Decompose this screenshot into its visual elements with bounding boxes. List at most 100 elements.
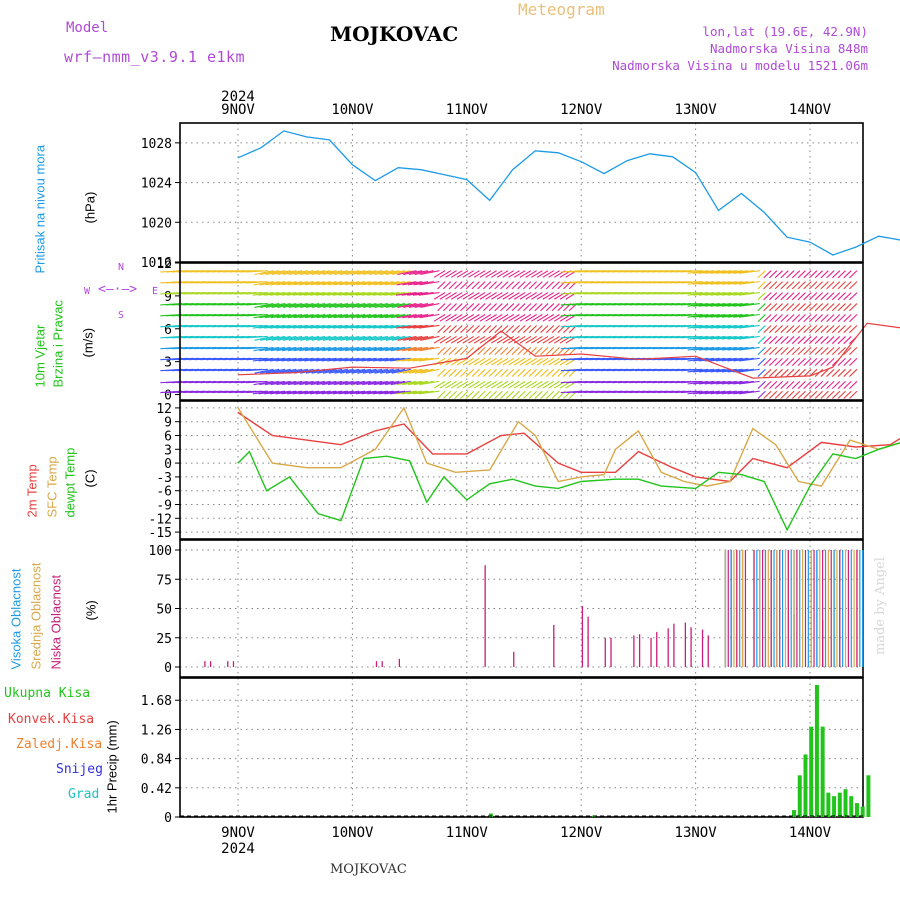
wind-barb xyxy=(277,335,297,341)
wind-barb xyxy=(304,390,326,395)
wind-barb xyxy=(445,314,457,322)
wind-barb xyxy=(299,346,320,352)
wind-barb xyxy=(355,324,377,329)
wind-barb xyxy=(491,314,503,322)
wind-barb xyxy=(322,281,343,286)
wind-barb xyxy=(448,281,457,290)
wind-barb xyxy=(774,270,783,279)
wind-barb xyxy=(445,380,457,389)
wind-barb xyxy=(774,314,783,323)
precip-bar xyxy=(803,754,808,817)
wind-barb xyxy=(385,335,406,341)
wind-barb xyxy=(385,313,406,319)
wind-barb xyxy=(508,270,520,278)
wind-barb xyxy=(791,390,801,399)
wind-barb xyxy=(361,390,383,395)
wind-barb xyxy=(693,390,715,395)
wind-barb xyxy=(797,357,806,366)
wind-barb xyxy=(820,368,829,377)
wind-barb xyxy=(269,292,291,296)
wind-barb xyxy=(361,324,383,329)
wind-barb xyxy=(287,380,308,386)
wind-barb xyxy=(456,357,469,366)
wind-barb xyxy=(710,270,732,274)
wind-barb xyxy=(680,324,703,328)
wind-barb xyxy=(391,270,411,276)
wind-barb xyxy=(414,368,434,374)
wind-barb xyxy=(496,292,509,300)
wind-barb xyxy=(287,357,308,362)
wind-barb xyxy=(367,313,389,319)
wind-barb xyxy=(843,303,852,312)
wind-barb xyxy=(768,368,778,377)
wind-barb xyxy=(254,270,274,276)
wind-barb xyxy=(505,390,515,399)
wind-barb xyxy=(460,368,469,377)
wind-barb xyxy=(721,324,743,329)
wind-barb xyxy=(350,357,371,362)
wind-barb xyxy=(328,335,348,341)
wind-barb xyxy=(768,314,778,323)
wind-barb xyxy=(763,390,772,399)
wind-barb xyxy=(525,380,537,389)
wind-barb xyxy=(534,390,543,399)
wind-barb xyxy=(253,313,274,319)
wind-barb xyxy=(368,303,389,308)
wind-barb xyxy=(385,270,406,276)
wind-barb xyxy=(390,313,411,319)
wind-barb xyxy=(356,313,377,319)
wind-barb xyxy=(413,281,434,286)
wind-barb xyxy=(704,313,726,318)
wind-barb xyxy=(738,292,760,296)
pressure-label: Pritisak na nivou mora xyxy=(32,144,48,274)
wind-barb xyxy=(252,357,274,362)
wind-barb xyxy=(534,281,543,290)
wind-barb xyxy=(534,346,543,356)
wind-barb xyxy=(299,281,320,286)
wind-barb xyxy=(531,335,543,344)
wind-barb xyxy=(269,357,291,362)
y-tick-label: 1.26 xyxy=(141,723,172,738)
wind-barb xyxy=(837,303,846,312)
wind-barb xyxy=(275,357,297,362)
wind-barb xyxy=(350,346,371,352)
wind-barb xyxy=(680,390,703,394)
day-label-bottom: 10NOV xyxy=(331,825,374,841)
wind-barb xyxy=(488,368,497,377)
wind-barb xyxy=(513,357,526,366)
wind-barb xyxy=(479,357,492,366)
wind-barb xyxy=(276,380,297,386)
wind-barb xyxy=(309,324,331,329)
wind-barb xyxy=(542,380,555,389)
wind-barb xyxy=(826,380,835,390)
y-tick-label: -15 xyxy=(149,526,172,541)
wind-barb xyxy=(287,281,308,286)
wind-barb xyxy=(450,335,463,344)
wind-barb xyxy=(721,270,743,274)
wind-barb xyxy=(704,303,726,307)
wind-barb xyxy=(551,325,560,334)
wind-barb xyxy=(837,336,846,345)
wind-barb xyxy=(260,335,280,341)
wind-barb xyxy=(500,390,509,399)
wind-barb xyxy=(258,292,280,296)
wind-barb xyxy=(456,335,469,344)
wind-barb xyxy=(293,346,314,352)
y-tick-label: 1020 xyxy=(141,216,172,231)
wind-barb xyxy=(391,368,411,374)
wind-barb xyxy=(254,368,274,374)
snow-label: Snijeg xyxy=(56,762,103,777)
wind-barb xyxy=(304,380,326,386)
wind-barb xyxy=(809,357,818,366)
wind-barb xyxy=(276,346,297,352)
wind-barb xyxy=(264,390,286,395)
wind-barb xyxy=(413,346,434,352)
wind-barb xyxy=(373,313,394,319)
wind-barb xyxy=(402,313,423,319)
wind-barb xyxy=(797,281,806,290)
wind-barb xyxy=(738,281,760,285)
wind-barb xyxy=(340,270,360,276)
wind-barb xyxy=(321,357,343,362)
y-tick-label: 6 xyxy=(164,323,172,338)
wind-barb xyxy=(442,390,452,399)
